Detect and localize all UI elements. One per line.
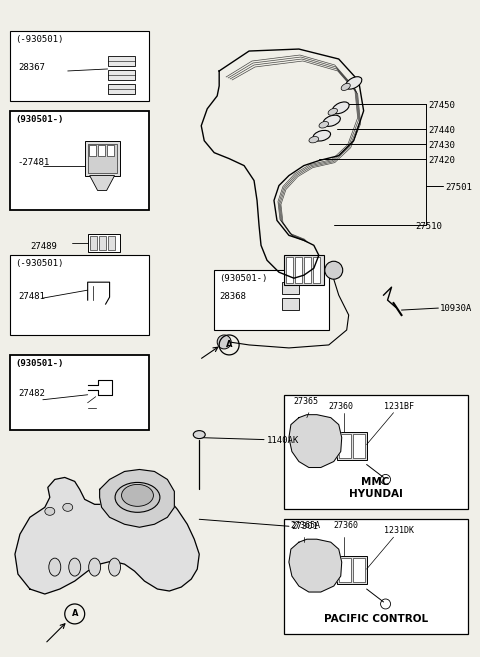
Ellipse shape bbox=[309, 137, 319, 143]
Bar bbox=[10, 256, 149, 335]
Ellipse shape bbox=[332, 102, 349, 114]
Polygon shape bbox=[289, 415, 342, 468]
Text: (-930501): (-930501) bbox=[15, 35, 63, 44]
Ellipse shape bbox=[69, 558, 81, 576]
Polygon shape bbox=[90, 175, 115, 191]
Text: 27365: 27365 bbox=[294, 397, 319, 406]
Text: (930501-): (930501-) bbox=[15, 359, 63, 368]
Text: (930501-): (930501-) bbox=[219, 274, 267, 283]
Ellipse shape bbox=[49, 558, 61, 576]
Bar bbox=[84, 141, 120, 175]
Ellipse shape bbox=[346, 77, 362, 89]
Text: 27481: 27481 bbox=[18, 292, 45, 301]
Bar bbox=[108, 84, 135, 94]
Text: 27489: 27489 bbox=[30, 242, 57, 252]
Bar bbox=[313, 258, 320, 283]
Ellipse shape bbox=[121, 484, 154, 507]
Bar bbox=[107, 145, 114, 156]
Bar bbox=[88, 235, 120, 252]
Text: 27450: 27450 bbox=[428, 101, 455, 110]
Text: 27482: 27482 bbox=[18, 389, 45, 398]
Ellipse shape bbox=[115, 482, 160, 512]
Bar bbox=[282, 298, 299, 310]
Text: 1140AK: 1140AK bbox=[267, 436, 299, 445]
Text: (930501-): (930501-) bbox=[15, 115, 63, 124]
Bar bbox=[98, 237, 106, 250]
Ellipse shape bbox=[319, 122, 329, 128]
Bar bbox=[339, 558, 351, 582]
Ellipse shape bbox=[328, 108, 337, 115]
Bar bbox=[90, 237, 96, 250]
Bar bbox=[10, 31, 149, 101]
Text: 1231BF: 1231BF bbox=[384, 401, 414, 411]
Ellipse shape bbox=[341, 83, 350, 91]
Text: 27501: 27501 bbox=[445, 183, 472, 192]
Bar bbox=[337, 432, 367, 459]
Ellipse shape bbox=[313, 130, 331, 141]
Text: 27420: 27420 bbox=[428, 156, 455, 165]
Polygon shape bbox=[289, 539, 342, 592]
Text: HYUNDAI: HYUNDAI bbox=[348, 489, 403, 499]
Text: PACIFIC CONTROL: PACIFIC CONTROL bbox=[324, 614, 428, 624]
Bar bbox=[10, 355, 149, 430]
Ellipse shape bbox=[89, 558, 101, 576]
Text: 1231DK: 1231DK bbox=[384, 526, 414, 535]
Bar bbox=[214, 270, 329, 330]
Ellipse shape bbox=[323, 115, 340, 126]
Text: A: A bbox=[226, 340, 232, 350]
Bar bbox=[88, 144, 117, 173]
Circle shape bbox=[217, 335, 231, 349]
Bar bbox=[108, 237, 115, 250]
Text: 27365A: 27365A bbox=[291, 521, 321, 530]
Bar bbox=[10, 111, 149, 210]
Ellipse shape bbox=[108, 558, 120, 576]
Text: -27481: -27481 bbox=[18, 158, 50, 167]
Text: 27510: 27510 bbox=[416, 223, 442, 231]
Ellipse shape bbox=[45, 507, 55, 515]
Bar bbox=[295, 258, 302, 283]
Text: (-930501): (-930501) bbox=[15, 260, 63, 268]
Bar bbox=[339, 434, 351, 457]
Bar bbox=[284, 256, 324, 285]
Text: A: A bbox=[72, 610, 78, 618]
Ellipse shape bbox=[63, 503, 73, 511]
Text: 28367: 28367 bbox=[18, 63, 45, 72]
Bar bbox=[89, 145, 96, 156]
Bar bbox=[353, 434, 365, 457]
Bar bbox=[304, 258, 311, 283]
Bar bbox=[337, 556, 367, 584]
Bar bbox=[284, 519, 468, 634]
Bar bbox=[97, 145, 105, 156]
Text: 28368: 28368 bbox=[219, 292, 246, 301]
Bar bbox=[282, 282, 299, 294]
Ellipse shape bbox=[193, 430, 205, 439]
Circle shape bbox=[325, 261, 343, 279]
Bar bbox=[286, 258, 293, 283]
Text: 27301: 27301 bbox=[291, 522, 318, 532]
Text: 27430: 27430 bbox=[428, 141, 455, 150]
Text: 27360: 27360 bbox=[334, 521, 359, 530]
Text: 27440: 27440 bbox=[428, 125, 455, 135]
Bar bbox=[353, 558, 365, 582]
Bar bbox=[108, 70, 135, 80]
Polygon shape bbox=[15, 478, 199, 594]
Bar bbox=[108, 56, 135, 66]
Polygon shape bbox=[100, 470, 174, 528]
Bar bbox=[284, 395, 468, 509]
Text: 10930A: 10930A bbox=[440, 304, 473, 313]
Text: MMC: MMC bbox=[361, 478, 390, 487]
Text: 27360: 27360 bbox=[329, 401, 354, 411]
